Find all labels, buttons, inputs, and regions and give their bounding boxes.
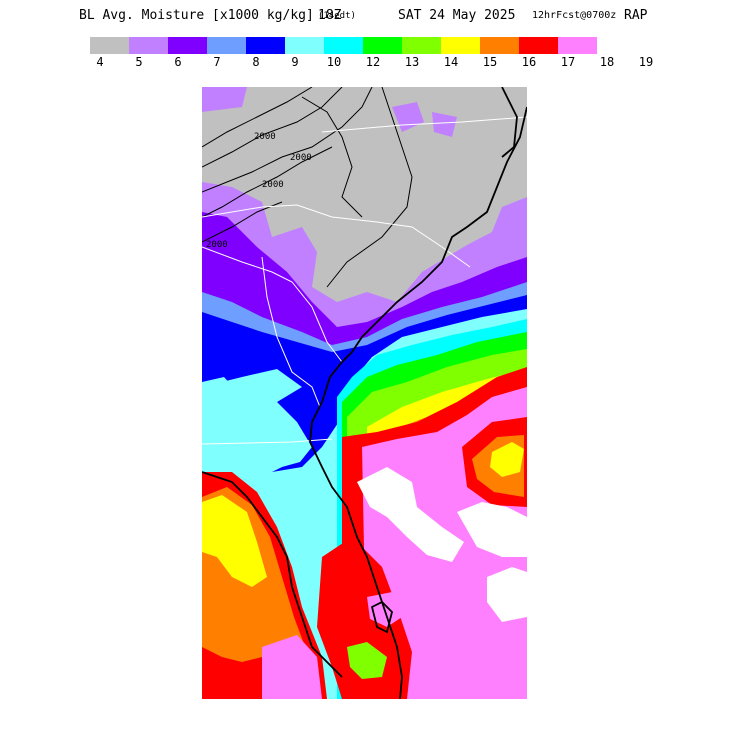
legend-swatch (90, 37, 129, 54)
state-borders (202, 116, 527, 445)
legend-tick-label: 14 (443, 55, 459, 69)
title-forecast: 12hrFcst@0700z (532, 10, 617, 21)
legend-tick-label: 12 (365, 55, 381, 69)
legend-tick-label: 13 (404, 55, 420, 69)
moisture-map: 2000 2000 2000 2000 (202, 87, 527, 699)
field-east-yellow (490, 442, 524, 477)
legend-tick-label: 9 (291, 55, 299, 69)
legend-swatch (246, 37, 285, 54)
contour-label: 2000 (262, 180, 284, 190)
field-light-cyan-west (202, 377, 242, 447)
legend-swatch (480, 37, 519, 54)
legend-tick-label: 17 (560, 55, 576, 69)
coastline (202, 87, 527, 699)
legend-tick-labels: 4 5 6 7 8 9 10 12 13 14 15 16 17 18 19 (0, 55, 729, 71)
legend-swatch (441, 37, 480, 54)
field-light-purple-top (202, 87, 457, 137)
legend-swatch (324, 37, 363, 54)
legend-swatch (129, 37, 168, 54)
legend-tick-label: 4 (96, 55, 104, 69)
title-variable: BL Avg. Moisture [x1000 kg/kg] (79, 8, 314, 23)
field-florida-green (347, 642, 387, 679)
legend-swatch (168, 37, 207, 54)
field-florida-red (317, 537, 412, 699)
legend-swatch (285, 37, 324, 54)
legend-swatch (402, 37, 441, 54)
color-legend (90, 37, 597, 54)
field-west-yellow (202, 495, 267, 587)
legend-swatch (519, 37, 558, 54)
legend-tick-label: 7 (213, 55, 221, 69)
contour-label: 2000 (290, 153, 312, 163)
field-white-east (457, 502, 527, 557)
title-model: RAP (624, 8, 648, 23)
legend-tick-label: 15 (482, 55, 498, 69)
field-white (357, 467, 464, 562)
legend-swatch (207, 37, 246, 54)
field-west-pink (262, 635, 322, 699)
legend-tick-label: 18 (599, 55, 615, 69)
title-valid-time: 18Z (14edt) (318, 8, 356, 23)
title-date: SAT 24 May 2025 (398, 8, 516, 23)
legend-swatch (558, 37, 597, 54)
legend-tick-label: 10 (326, 55, 342, 69)
chart-title: BL Avg. Moisture [x1000 kg/kg] 18Z (14edt… (0, 8, 729, 28)
field-white-south (487, 567, 527, 622)
title-valid-hour: 18Z (318, 8, 342, 23)
contour-label: 2000 (254, 132, 276, 142)
legend-tick-label: 16 (521, 55, 537, 69)
legend-tick-label: 6 (174, 55, 182, 69)
contour-label-group: 2000 2000 2000 2000 (206, 132, 312, 250)
legend-tick-label: 5 (135, 55, 143, 69)
legend-swatch (363, 37, 402, 54)
contour-lines (202, 87, 413, 288)
title-local-time: (14edt) (318, 11, 356, 21)
legend-tick-label: 19 (638, 55, 654, 69)
contour-label: 2000 (206, 240, 228, 250)
legend-tick-label: 8 (252, 55, 260, 69)
